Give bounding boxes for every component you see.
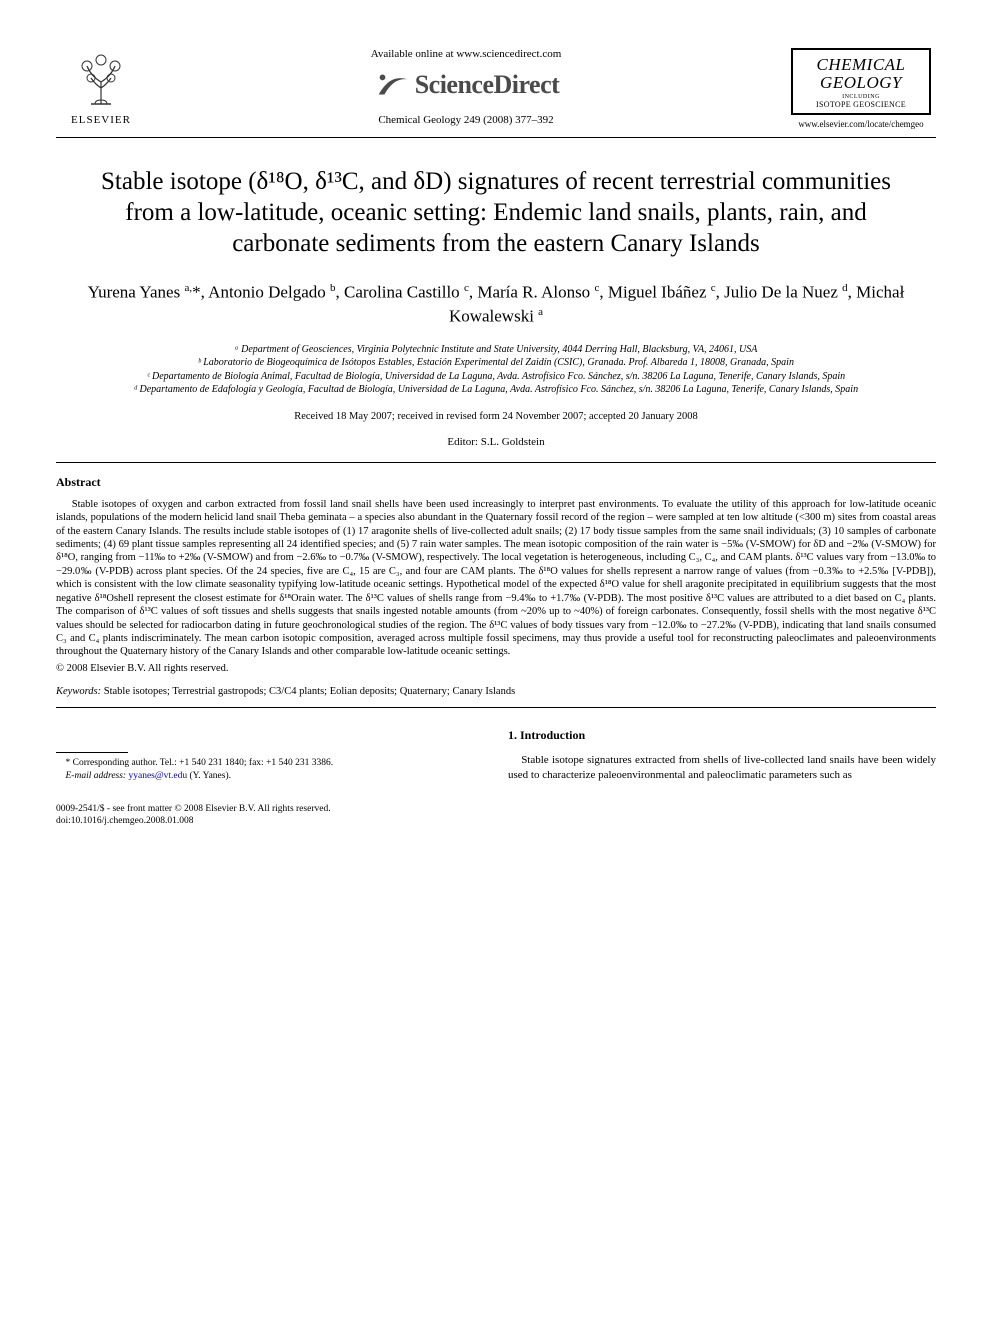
left-column: * Corresponding author. Tel.: +1 540 231… xyxy=(56,728,484,782)
journal-logo-block: CHEMICAL GEOLOGY INCLUDING ISOTOPE GEOSC… xyxy=(786,48,936,129)
affiliations: ᵃ Department of Geosciences, Virginia Po… xyxy=(80,343,912,397)
abstract-heading: Abstract xyxy=(56,475,936,490)
article-title: Stable isotope (δ¹⁸O, δ¹³C, and δD) sign… xyxy=(86,166,906,260)
header-rule xyxy=(56,137,936,138)
intro-heading: 1. Introduction xyxy=(508,728,936,744)
elsevier-tree-icon xyxy=(69,48,133,112)
footnote-corr: * Corresponding author. Tel.: +1 540 231… xyxy=(56,757,484,769)
page-header: ELSEVIER Available online at www.science… xyxy=(56,48,936,129)
page-footer: 0009-2541/$ - see front matter © 2008 El… xyxy=(56,804,936,828)
sciencedirect-text: ScienceDirect xyxy=(415,70,560,100)
available-online-text: Available online at www.sciencedirect.co… xyxy=(371,48,562,60)
elsevier-logo-block: ELSEVIER xyxy=(56,48,146,126)
sciencedirect-logo: ScienceDirect xyxy=(373,66,560,104)
journal-url: www.elsevier.com/locate/chemgeo xyxy=(798,119,923,129)
sciencedirect-swoosh-icon xyxy=(373,66,411,104)
footer-line2: doi:10.1016/j.chemgeo.2008.01.008 xyxy=(56,816,936,828)
abstract-top-rule xyxy=(56,462,936,463)
abstract-copyright: © 2008 Elsevier B.V. All rights reserved… xyxy=(56,663,936,674)
two-column-region: * Corresponding author. Tel.: +1 540 231… xyxy=(56,728,936,782)
author-list: Yurena Yanes a,*, Antonio Delgado b, Car… xyxy=(56,281,936,328)
elsevier-label: ELSEVIER xyxy=(71,114,131,126)
abstract-bottom-rule xyxy=(56,707,936,708)
footnote-email-label: E-mail address: xyxy=(66,771,127,781)
keywords-line: Keywords: Stable isotopes; Terrestrial g… xyxy=(56,686,936,697)
corresponding-author-footnote: * Corresponding author. Tel.: +1 540 231… xyxy=(56,757,484,782)
footnote-email-suffix: (Y. Yanes). xyxy=(187,771,231,781)
footnote-email-link[interactable]: yyanes@vt.edu xyxy=(128,771,187,781)
editor-line: Editor: S.L. Goldstein xyxy=(56,436,936,448)
journal-sub2: ISOTOPE GEOSCIENCE xyxy=(795,100,927,109)
header-center: Available online at www.sciencedirect.co… xyxy=(146,48,786,126)
journal-title-box: CHEMICAL GEOLOGY INCLUDING ISOTOPE GEOSC… xyxy=(791,48,931,115)
right-column: 1. Introduction Stable isotope signature… xyxy=(508,728,936,782)
abstract-paragraph: Stable isotopes of oxygen and carbon ext… xyxy=(56,498,936,659)
footnote-rule xyxy=(56,752,128,753)
footnote-email-line: E-mail address: yyanes@vt.edu (Y. Yanes)… xyxy=(56,770,484,782)
footer-line1: 0009-2541/$ - see front matter © 2008 El… xyxy=(56,804,936,816)
citation-line: Chemical Geology 249 (2008) 377–392 xyxy=(378,114,553,126)
intro-paragraph: Stable isotope signatures extracted from… xyxy=(508,753,936,782)
journal-title-a: CHEMICAL xyxy=(795,56,927,74)
keywords-text: Stable isotopes; Terrestrial gastropods;… xyxy=(101,686,515,697)
journal-title-b: GEOLOGY xyxy=(795,74,927,92)
article-dates: Received 18 May 2007; received in revise… xyxy=(56,411,936,422)
keywords-label: Keywords: xyxy=(56,686,101,697)
abstract-body: Stable isotopes of oxygen and carbon ext… xyxy=(56,498,936,659)
